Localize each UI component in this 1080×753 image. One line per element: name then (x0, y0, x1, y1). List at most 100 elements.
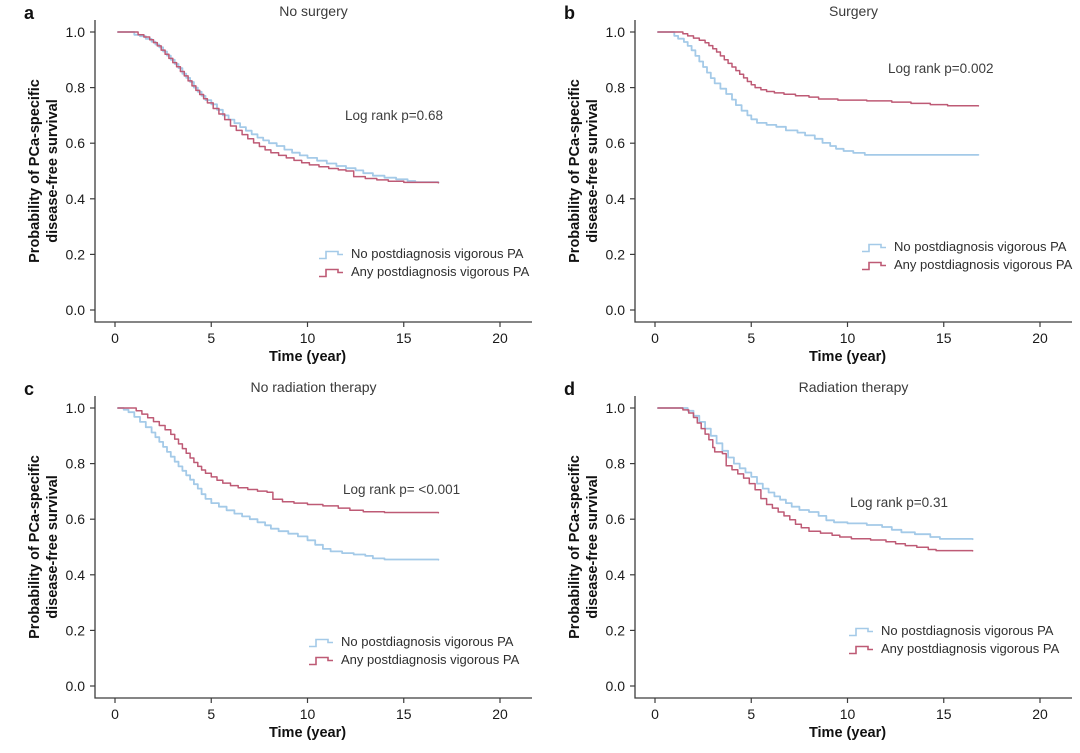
y-tick-label: 1.0 (606, 400, 626, 416)
axis-lines (634, 20, 1072, 323)
survival-curve-no-pa (117, 407, 440, 561)
axis-lines (94, 20, 532, 323)
legend-label-no-pa: No postdiagnosis vigorous PA (341, 633, 514, 649)
y-tick-label: 0.6 (66, 135, 86, 151)
legend: No postdiagnosis vigorous PA Any postdia… (861, 237, 1072, 273)
legend-label-no-pa: No postdiagnosis vigorous PA (351, 245, 524, 261)
km-step-marker-blue-icon (862, 243, 886, 252)
y-tick-label: 0.0 (606, 678, 626, 694)
x-tick-label: 15 (936, 330, 952, 346)
x-tick-label: 10 (840, 706, 856, 722)
x-axis-label: Time (year) (808, 349, 887, 365)
km-chart: 0 5 10 15 20 0.0 0.2 0.4 0.6 0.8 1.0 (606, 20, 1072, 346)
km-step-marker-red-icon (849, 645, 873, 654)
panel-letter: b (564, 3, 575, 23)
x-tick-label: 15 (396, 706, 412, 722)
y-tick-label: 0.0 (606, 302, 626, 318)
panel-c-no-radiation-therapy: c No radiation therapy Probability of PC… (0, 376, 540, 753)
y-tick-label: 0.4 (606, 567, 626, 583)
x-tick-label: 0 (651, 330, 659, 346)
km-step-marker-red-icon (309, 656, 333, 665)
x-axis-label: Time (year) (268, 349, 347, 365)
y-tick-label: 0.0 (66, 302, 86, 318)
km-step-marker-red-icon (319, 268, 343, 277)
log-rank-pvalue: Log rank p=0.31 (850, 495, 948, 510)
x-tick-label: 20 (1032, 330, 1048, 346)
y-tick-label: 0.8 (606, 80, 626, 96)
survival-curve-any-pa (657, 407, 974, 552)
legend: No postdiagnosis vigorous PA Any postdia… (308, 632, 519, 668)
x-tick-label: 20 (492, 706, 508, 722)
x-tick-label: 5 (747, 330, 755, 346)
legend-item-any-pa: Any postdiagnosis vigorous PA (861, 255, 1072, 273)
x-tick-label: 10 (840, 330, 856, 346)
panel-title: No radiation therapy (250, 379, 377, 395)
y-tick-label: 0.2 (66, 622, 86, 638)
y-tick-label: 0.8 (66, 456, 86, 472)
panel-title: Surgery (828, 3, 879, 19)
legend-item-no-pa: No postdiagnosis vigorous PA (848, 621, 1059, 639)
legend-label-any-pa: Any postdiagnosis vigorous PA (341, 651, 520, 667)
x-tick-label: 5 (747, 706, 755, 722)
x-tick-label: 20 (492, 330, 508, 346)
panel-title: Radiation therapy (798, 379, 909, 395)
survival-curve-any-pa (657, 31, 980, 107)
km-chart: 0 5 10 15 20 0.0 0.2 0.4 0.6 0.8 1.0 (606, 396, 1072, 722)
y-tick-label: 0.4 (66, 567, 86, 583)
log-rank-pvalue: Log rank p=0.002 (888, 61, 994, 76)
y-tick-label: 1.0 (66, 400, 86, 416)
y-tick-label: 1.0 (606, 24, 626, 40)
x-tick-label: 10 (300, 706, 316, 722)
x-tick-label: 15 (936, 706, 952, 722)
y-tick-label: 0.8 (66, 80, 86, 96)
panel-letter: d (564, 379, 575, 399)
x-tick-label: 20 (1032, 706, 1048, 722)
survival-curve-any-pa (117, 31, 440, 184)
km-step-marker-blue-icon (849, 627, 873, 636)
panel-letter: a (24, 3, 35, 23)
legend-item-no-pa: No postdiagnosis vigorous PA (861, 237, 1072, 255)
x-tick-label: 5 (207, 330, 215, 346)
y-tick-label: 0.4 (66, 191, 86, 207)
x-tick-label: 15 (396, 330, 412, 346)
y-tick-label: 0.2 (606, 622, 626, 638)
legend: No postdiagnosis vigorous PA Any postdia… (318, 244, 529, 280)
panel-d-radiation-therapy: d Radiation therapy Probability of PCa-s… (540, 376, 1080, 753)
panel-b-surgery: b Surgery Probability of PCa-specific di… (540, 0, 1080, 376)
km-step-marker-blue-icon (309, 638, 333, 647)
legend-item-any-pa: Any postdiagnosis vigorous PA (308, 650, 519, 668)
legend-item-any-pa: Any postdiagnosis vigorous PA (318, 262, 529, 280)
y-tick-label: 0.4 (606, 191, 626, 207)
legend-item-any-pa: Any postdiagnosis vigorous PA (848, 639, 1059, 657)
y-tick-label: 0.6 (606, 511, 626, 527)
x-tick-label: 5 (207, 706, 215, 722)
y-tick-label: 0.2 (66, 246, 86, 262)
legend-label-no-pa: No postdiagnosis vigorous PA (894, 238, 1067, 254)
legend-label-any-pa: Any postdiagnosis vigorous PA (894, 256, 1073, 272)
panel-letter: c (24, 379, 35, 399)
log-rank-pvalue: Log rank p=0.68 (345, 108, 443, 123)
survival-curve-any-pa (117, 407, 440, 514)
km-chart: 0 5 10 15 20 0.0 0.2 0.4 0.6 0.8 1.0 (66, 396, 532, 722)
panel-title: No surgery (279, 3, 348, 19)
axis-lines (634, 396, 1072, 699)
km-step-marker-red-icon (862, 261, 886, 270)
log-rank-pvalue: Log rank p= <0.001 (343, 482, 461, 497)
x-tick-label: 0 (111, 706, 119, 722)
y-tick-label: 0.8 (606, 456, 626, 472)
km-chart: 0 5 10 15 20 0.0 0.2 0.4 0.6 0.8 1.0 (66, 20, 532, 346)
km-step-marker-blue-icon (319, 250, 343, 259)
x-axis-label: Time (year) (268, 725, 347, 741)
survival-curve-no-pa (657, 407, 974, 541)
legend-label-no-pa: No postdiagnosis vigorous PA (881, 622, 1054, 638)
x-tick-label: 0 (651, 706, 659, 722)
legend-label-any-pa: Any postdiagnosis vigorous PA (351, 263, 530, 279)
survival-curve-no-pa (657, 31, 980, 156)
y-tick-label: 0.0 (66, 678, 86, 694)
x-axis-label: Time (year) (808, 725, 887, 741)
axis-lines (94, 396, 532, 699)
y-tick-label: 0.6 (606, 135, 626, 151)
x-tick-label: 10 (300, 330, 316, 346)
panel-a-no-surgery: a No surgery Probability of PCa-specific… (0, 0, 540, 376)
y-tick-label: 1.0 (66, 24, 86, 40)
